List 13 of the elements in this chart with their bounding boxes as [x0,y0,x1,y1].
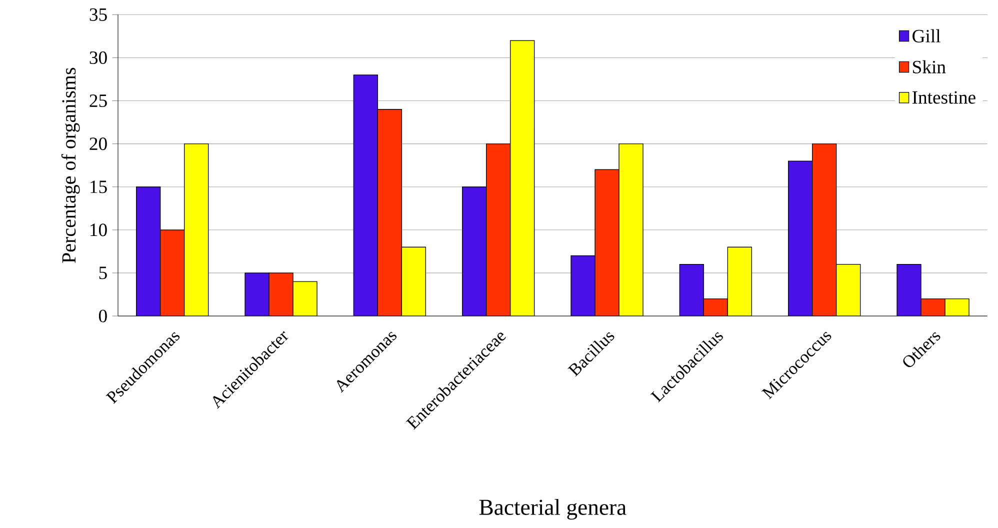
x-axis-title: Bacterial genera [479,499,626,520]
y-tick-label: 10 [90,224,107,236]
legend-label: Gill [912,29,940,42]
y-tick-label: 15 [90,180,107,194]
y-tick-label: 5 [99,266,107,280]
y-tick-label: 0 [98,310,107,322]
y-tick-label: 20 [90,138,107,150]
legend-label: Skin [913,60,946,74]
y-axis-title: Percentage of organisms [61,68,80,263]
y-tick-label: 30 [90,51,107,64]
legend-label: Intestine [912,91,976,104]
y-tick-label: 35 [90,8,107,21]
y-tick-label: 25 [90,94,107,108]
